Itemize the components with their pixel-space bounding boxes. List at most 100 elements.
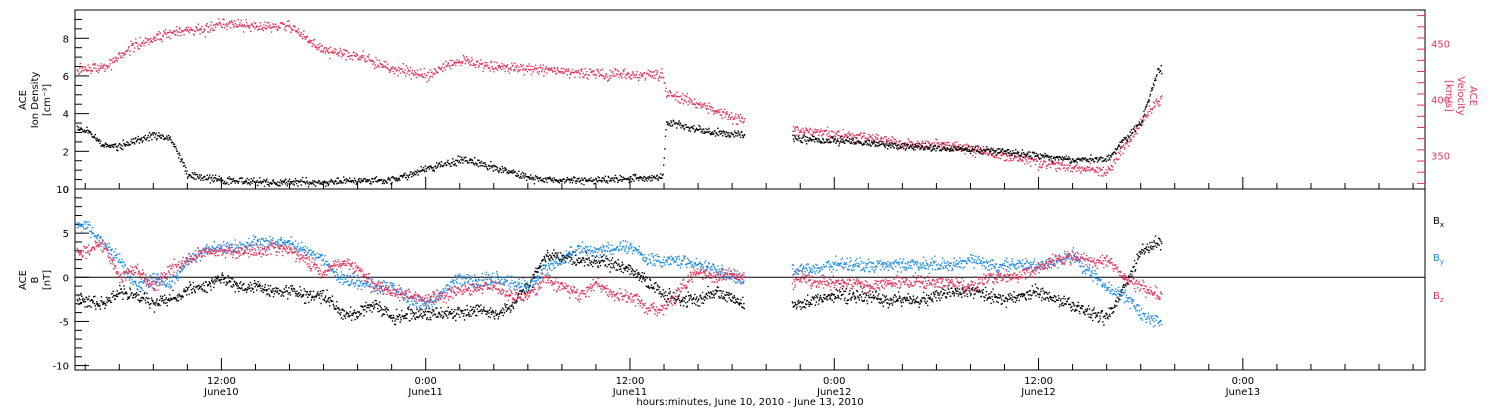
velocity-point (819, 130, 822, 132)
bx-point (792, 306, 795, 308)
bx-point (384, 305, 386, 308)
density-point (124, 145, 126, 147)
bx-point (295, 295, 297, 297)
velocity-point (368, 53, 370, 56)
velocity-point (327, 52, 329, 54)
velocity-tick-label: 350 (1431, 151, 1450, 162)
density-point (265, 179, 267, 182)
density-point (1152, 87, 1154, 89)
velocity-point (143, 44, 145, 47)
velocity-point (509, 68, 511, 70)
bx-point (478, 306, 480, 308)
bx-point (512, 306, 514, 308)
velocity-point (251, 24, 254, 26)
velocity-point (819, 131, 821, 133)
density-point (713, 132, 715, 135)
velocity-point (736, 123, 739, 125)
density-point (1061, 156, 1063, 158)
bx-point (125, 291, 128, 293)
velocity-point (885, 136, 887, 138)
velocity-point (859, 134, 861, 137)
bx-point (78, 303, 80, 306)
bx-point (248, 288, 250, 290)
density-point (665, 129, 667, 131)
density-point (130, 140, 132, 143)
density-point (1108, 154, 1110, 156)
bx-point (190, 289, 192, 291)
bx-point (451, 312, 453, 314)
density-point (1005, 153, 1007, 155)
density-point (483, 162, 485, 164)
density-point (1149, 93, 1152, 96)
velocity-point (972, 154, 974, 157)
bx-point (291, 285, 294, 287)
density-point (230, 182, 232, 184)
density-point (138, 142, 141, 144)
bx-point (489, 316, 491, 318)
velocity-point (702, 106, 704, 108)
velocity-point (101, 66, 103, 68)
velocity-point (144, 42, 146, 44)
density-point (651, 179, 654, 181)
bx-point (362, 309, 365, 311)
velocity-point (888, 141, 891, 143)
density-point (689, 128, 691, 130)
density-point (385, 180, 387, 183)
bx-point (302, 295, 304, 297)
density-point (1111, 152, 1114, 154)
density-point (1059, 157, 1062, 159)
velocity-point (719, 114, 721, 116)
velocity-point (436, 71, 438, 73)
density-point (595, 178, 598, 180)
velocity-point (465, 60, 467, 62)
velocity-point (226, 25, 229, 27)
bx-point (434, 314, 437, 316)
bx-point (297, 292, 300, 295)
density-point (661, 177, 663, 180)
velocity-point (437, 72, 439, 74)
velocity-point (577, 71, 579, 73)
density-point (212, 181, 214, 183)
density-point (580, 179, 582, 181)
velocity-point (978, 146, 980, 149)
bx-point (440, 314, 443, 316)
density-point (1116, 148, 1118, 150)
velocity-point (1145, 115, 1147, 117)
density-point (629, 179, 631, 182)
velocity-point (373, 62, 375, 64)
density-point (850, 141, 852, 143)
velocity-point (647, 69, 649, 71)
density-point (464, 160, 466, 162)
velocity-point (612, 75, 614, 77)
density-point (108, 144, 110, 147)
density-point (405, 177, 407, 179)
bx-point (568, 252, 570, 254)
bx-point (537, 271, 539, 273)
density-point (941, 148, 943, 150)
velocity-point (605, 73, 608, 75)
velocity-point (661, 72, 664, 74)
bx-point (318, 297, 321, 299)
density-point (176, 150, 179, 152)
velocity-point (508, 72, 511, 74)
bx-point (390, 317, 392, 319)
velocity-point (468, 61, 471, 63)
velocity-point (1111, 169, 1114, 171)
bx-point (100, 300, 102, 302)
velocity-point (889, 139, 891, 141)
bx-point (597, 266, 599, 268)
velocity-point (242, 26, 244, 28)
bx-point (428, 318, 430, 321)
velocity-point (257, 28, 260, 31)
velocity-point (293, 25, 295, 27)
bx-point (806, 300, 808, 302)
velocity-point (1161, 95, 1163, 97)
density-point (1050, 157, 1052, 160)
density-point (125, 144, 127, 146)
density-point (663, 164, 665, 166)
velocity-point (100, 63, 102, 65)
density-point (944, 149, 947, 151)
bx-point (560, 258, 562, 260)
bx-point (629, 273, 631, 275)
velocity-point (402, 70, 404, 73)
